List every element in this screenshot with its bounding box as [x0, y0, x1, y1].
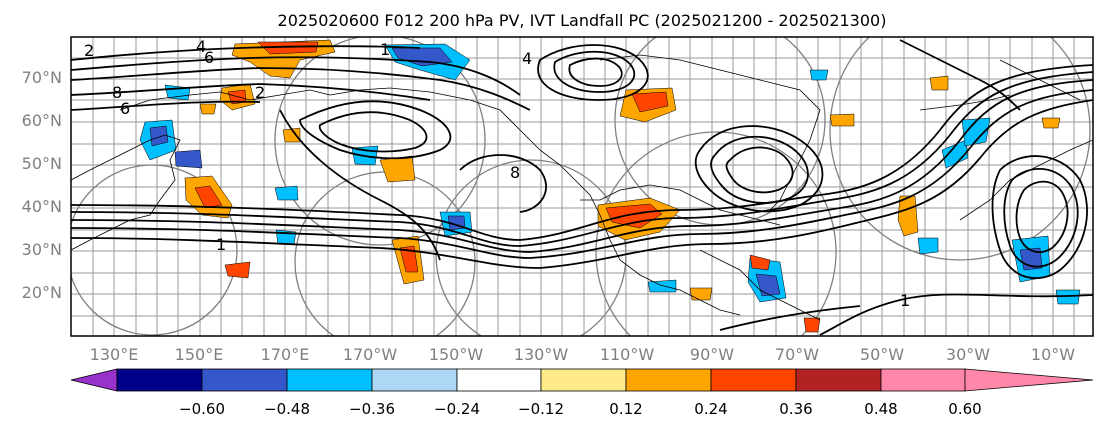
- lon-label: 170°E: [261, 345, 310, 364]
- colorbar: −0.60 −0.48 −0.36 −0.24 −0.12 0.12 0.24 …: [70, 368, 1094, 418]
- colorbar-tick-label: 0.24: [694, 400, 727, 418]
- lon-label: 170°W: [343, 345, 398, 364]
- contour-label: 4: [196, 37, 206, 56]
- lat-label: 40°N: [22, 197, 62, 216]
- colorbar-tick-label: −0.24: [434, 400, 480, 418]
- colorbar-segment: [201, 368, 288, 392]
- lon-label: 150°W: [429, 345, 484, 364]
- map-frame: [70, 36, 1094, 337]
- anomaly-shading: [139, 39, 1081, 333]
- contour-label: 1: [380, 40, 390, 59]
- colorbar-tick-label: 0.48: [864, 400, 897, 418]
- colorbar-tick-label: −0.12: [518, 400, 564, 418]
- colorbar-tick-label: −0.60: [179, 400, 225, 418]
- map-title: 2025020600 F012 200 hPa PV, IVT Landfall…: [278, 11, 887, 30]
- colorbar-tick-label: −0.36: [349, 400, 395, 418]
- colorbar-lower-extension: [70, 368, 118, 392]
- colorbar-tick-label: 0.12: [609, 400, 642, 418]
- lat-label: 30°N: [22, 240, 62, 259]
- contour-label: 1: [900, 291, 910, 310]
- lon-label: 70°W: [775, 345, 819, 364]
- lat-label: 50°N: [22, 154, 62, 173]
- lat-label: 60°N: [22, 111, 62, 130]
- lat-label: 20°N: [22, 283, 62, 302]
- lon-label: 130°E: [90, 345, 139, 364]
- colorbar-segment: [116, 368, 203, 392]
- contour-label: 8: [112, 83, 122, 102]
- colorbar-segment: [710, 368, 797, 392]
- gridlines: [71, 37, 1093, 336]
- colorbar-tick-label: −0.48: [264, 400, 310, 418]
- colorbar-tick-label: 0.60: [948, 400, 981, 418]
- colorbar-segment: [540, 368, 627, 392]
- lon-label: 10°W: [1031, 345, 1075, 364]
- contour-label-group: 2 4 6 8 6 4 1 2 8 1 1: [84, 37, 910, 310]
- contour-label: 8: [510, 163, 520, 182]
- pv-contours: [71, 39, 1093, 336]
- colorbar-segment: [625, 368, 712, 392]
- contour-label: 6: [204, 48, 214, 67]
- map-panel: 2 4 6 8 6 4 1 2 8 1 1: [70, 36, 1094, 337]
- colorbar-segment: [880, 368, 966, 392]
- lon-label: 130°W: [514, 345, 569, 364]
- lon-label: 150°E: [175, 345, 224, 364]
- latitude-labels: 70°N 60°N 50°N 40°N 30°N 20°N: [22, 68, 62, 302]
- lon-label: 30°W: [946, 345, 990, 364]
- longitude-labels: 130°E 150°E 170°E 170°W 150°W 130°W 110°…: [90, 345, 1076, 364]
- contour-label: 1: [216, 235, 226, 254]
- lon-label: 50°W: [860, 345, 904, 364]
- colorbar-segment: [795, 368, 882, 392]
- colorbar-segment: [371, 368, 458, 392]
- colorbar-upper-extension: [964, 368, 1094, 392]
- contour-label: 4: [522, 49, 532, 68]
- contour-label: 2: [255, 83, 265, 102]
- colorbar-segment: [456, 368, 542, 392]
- colorbar-ticks: −0.60 −0.48 −0.36 −0.24 −0.12 0.12 0.24 …: [179, 400, 982, 418]
- lon-label: 90°W: [690, 345, 734, 364]
- contour-label: 2: [84, 41, 94, 60]
- colorbar-tick-label: 0.36: [779, 400, 812, 418]
- lat-label: 70°N: [22, 68, 62, 87]
- lon-label: 110°W: [600, 345, 655, 364]
- colorbar-segment: [286, 368, 373, 392]
- contour-label: 6: [120, 99, 130, 118]
